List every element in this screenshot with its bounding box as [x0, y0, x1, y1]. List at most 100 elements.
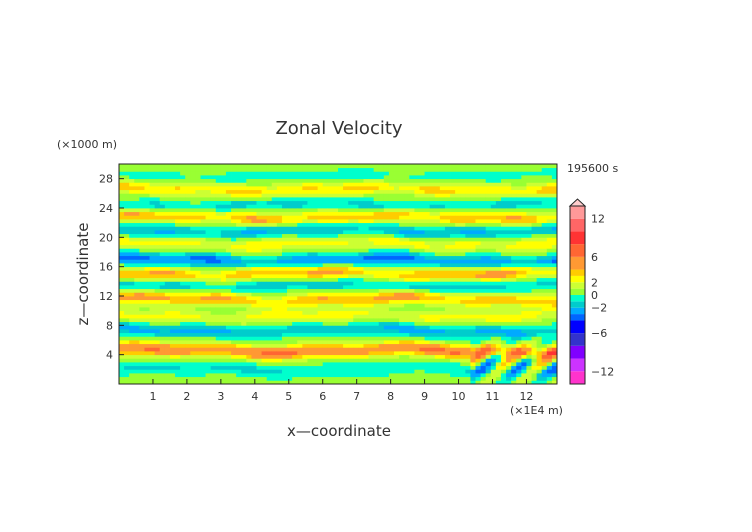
- field-cell: [460, 314, 466, 319]
- field-cell: [465, 299, 471, 304]
- field-cell: [195, 358, 201, 363]
- field-cell: [139, 307, 145, 312]
- field-cell: [490, 204, 497, 209]
- field-cell: [185, 171, 191, 176]
- field-cell: [399, 255, 405, 260]
- field-cell: [338, 230, 344, 235]
- field-cell: [307, 296, 313, 301]
- field-cell: [511, 167, 517, 172]
- field-cell: [124, 347, 130, 352]
- field-cell: [205, 178, 212, 183]
- field-cell: [475, 215, 481, 220]
- field-cell: [424, 373, 431, 378]
- field-cell: [154, 321, 161, 326]
- field-cell: [164, 296, 171, 301]
- field-cell: [399, 318, 405, 323]
- field-cell: [536, 299, 543, 304]
- field-cell: [129, 263, 135, 268]
- field-cell: [124, 211, 130, 216]
- field-cell: [190, 369, 196, 374]
- field-cell: [526, 310, 532, 315]
- field-cell: [404, 233, 410, 238]
- field-cell: [475, 200, 481, 205]
- field-cell: [388, 171, 395, 176]
- field-cell: [536, 219, 543, 224]
- field-cell: [373, 186, 380, 191]
- field-cell: [220, 215, 227, 220]
- field-cell: [495, 200, 502, 205]
- field-cell: [424, 270, 431, 275]
- field-cell: [149, 208, 156, 213]
- field-cell: [388, 222, 395, 227]
- field-cell: [241, 204, 247, 209]
- field-cell: [322, 296, 329, 301]
- field-cell: [516, 237, 522, 242]
- field-cell: [511, 299, 517, 304]
- field-cell: [241, 351, 247, 356]
- field-cell: [225, 329, 232, 334]
- field-cell: [368, 189, 375, 194]
- field-cell: [266, 182, 273, 187]
- field-cell: [312, 307, 319, 312]
- field-cell: [139, 197, 145, 202]
- field-cell: [185, 351, 191, 356]
- field-cell: [266, 332, 273, 337]
- field-cell: [434, 362, 441, 367]
- field-cell: [231, 237, 237, 242]
- field-cell: [338, 244, 344, 249]
- field-cell: [231, 200, 237, 205]
- field-cell: [220, 233, 227, 238]
- field-cell: [220, 200, 227, 205]
- field-cell: [210, 336, 217, 341]
- field-cell: [348, 274, 354, 279]
- field-cell: [444, 193, 451, 198]
- field-cell: [475, 376, 481, 381]
- field-cell: [164, 208, 171, 213]
- field-cell: [322, 274, 329, 279]
- field-cell: [266, 186, 273, 191]
- field-cell: [455, 211, 461, 216]
- field-cell: [185, 285, 191, 290]
- field-cell: [399, 310, 405, 315]
- field-cell: [175, 215, 181, 220]
- field-cell: [439, 171, 446, 176]
- field-cell: [246, 178, 252, 183]
- field-cell: [485, 193, 492, 198]
- field-cell: [281, 171, 288, 176]
- field-cell: [378, 226, 385, 231]
- field-cell: [373, 259, 380, 264]
- field-cell: [338, 237, 344, 242]
- field-cell: [404, 310, 410, 315]
- field-cell: [455, 193, 461, 198]
- field-cell: [460, 186, 466, 191]
- field-cell: [200, 303, 206, 308]
- field-cell: [276, 318, 283, 323]
- field-cell: [526, 248, 532, 253]
- field-cell: [455, 208, 461, 213]
- field-cell: [200, 266, 206, 271]
- field-cell: [195, 270, 201, 275]
- field-cell: [144, 200, 150, 205]
- field-cell: [180, 358, 186, 363]
- field-cell: [312, 263, 319, 268]
- field-cell: [516, 241, 522, 246]
- field-cell: [409, 281, 415, 286]
- field-cell: [210, 248, 217, 253]
- field-cell: [134, 307, 140, 312]
- field-cell: [338, 380, 344, 385]
- field-cell: [276, 373, 283, 378]
- field-cell: [149, 369, 156, 374]
- field-cell: [450, 332, 456, 337]
- field-cell: [348, 369, 354, 374]
- field-cell: [322, 241, 329, 246]
- field-cell: [246, 164, 252, 169]
- field-cell: [154, 193, 161, 198]
- field-cell: [409, 215, 415, 220]
- field-cell: [383, 354, 390, 359]
- field-cell: [455, 226, 461, 231]
- field-cell: [271, 336, 278, 341]
- field-cell: [475, 263, 481, 268]
- field-cell: [485, 208, 492, 213]
- field-cell: [363, 343, 369, 348]
- field-cell: [149, 164, 156, 169]
